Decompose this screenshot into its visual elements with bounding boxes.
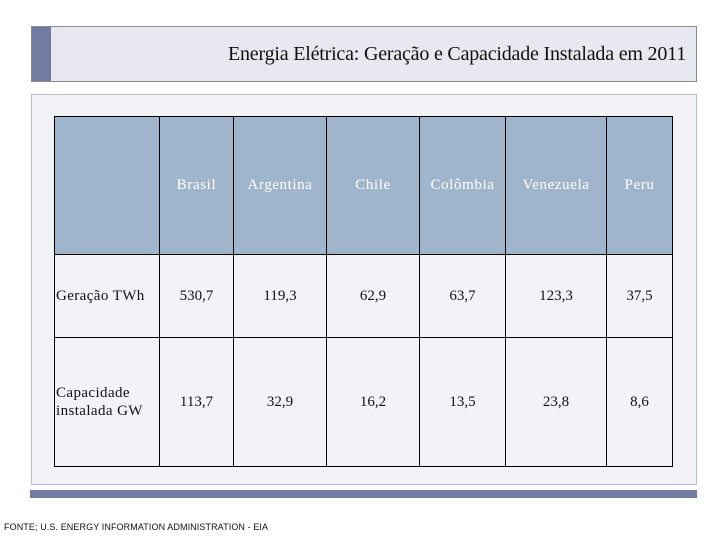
row-label-capacidade-line1: Capacidade (56, 385, 130, 401)
cell-capacidade-colombia: 13,5 (419, 337, 506, 467)
page-title: Energia Elétrica: Geração e Capacidade I… (227, 42, 686, 65)
cell-geracao-chile: 62,9 (326, 254, 420, 338)
title-accent-bar (32, 27, 51, 81)
table-row-geracao: Geração TWh 530,7 119,3 62,9 63,7 123,3 … (54, 254, 673, 338)
row-label-geracao: Geração TWh (54, 254, 160, 338)
header-venezuela: Venezuela (505, 116, 607, 255)
cell-geracao-colombia: 63,7 (419, 254, 506, 338)
source-note: FONTE; U.S. ENERGY INFORMATION ADMINISTR… (4, 522, 269, 532)
header-brasil: Brasil (159, 116, 234, 255)
header-chile: Chile (326, 116, 420, 255)
cell-capacidade-brasil: 113,7 (159, 337, 234, 467)
header-corner-cell (54, 116, 160, 255)
cell-capacidade-chile: 16,2 (326, 337, 420, 467)
cell-geracao-brasil: 530,7 (159, 254, 234, 338)
title-bar: Energia Elétrica: Geração e Capacidade I… (31, 26, 697, 82)
energy-table: Brasil Argentina Chile Colômbia Venezuel… (54, 116, 673, 467)
cell-capacidade-peru: 8,6 (606, 337, 673, 467)
cell-geracao-argentina: 119,3 (233, 254, 327, 338)
header-argentina: Argentina (233, 116, 327, 255)
header-peru: Peru (606, 116, 673, 255)
row-label-capacidade-line2: instalada GW (56, 403, 143, 419)
bottom-accent-bar (30, 490, 697, 498)
row-label-capacidade: Capacidade instalada GW (54, 337, 160, 467)
header-colombia: Colômbia (419, 116, 506, 255)
cell-geracao-venezuela: 123,3 (505, 254, 607, 338)
cell-geracao-peru: 37,5 (606, 254, 673, 338)
table-row-capacidade: Capacidade instalada GW 113,7 32,9 16,2 1… (54, 337, 673, 467)
cell-capacidade-argentina: 32,9 (233, 337, 327, 467)
cell-capacidade-venezuela: 23,8 (505, 337, 607, 467)
table-header-row: Brasil Argentina Chile Colômbia Venezuel… (54, 116, 673, 255)
